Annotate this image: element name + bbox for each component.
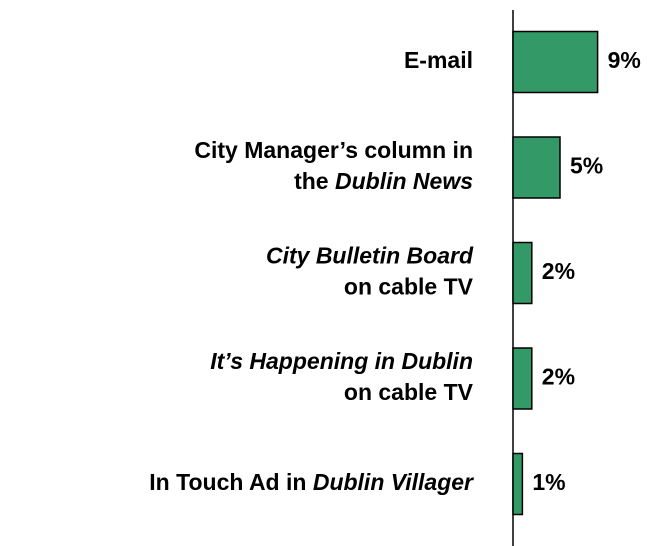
label-run: City Bulletin Board xyxy=(266,243,474,269)
label-run: on cable TV xyxy=(344,379,474,405)
category-label: E-mail xyxy=(404,47,473,73)
value-label: 5% xyxy=(570,153,603,179)
bar xyxy=(512,452,524,516)
label-run: E-mail xyxy=(404,47,473,73)
label-run: Dublin News xyxy=(335,168,473,194)
label-run: In Touch Ad in xyxy=(149,469,313,495)
category-label: City Manager’s column in xyxy=(194,137,473,163)
bar xyxy=(512,241,533,305)
label-run: on cable TV xyxy=(344,274,474,300)
label-run: Dublin Villager xyxy=(313,469,474,495)
value-label: 1% xyxy=(532,469,565,495)
bar xyxy=(512,30,599,94)
value-label: 9% xyxy=(608,47,641,73)
category-label: City Bulletin Board xyxy=(266,243,474,269)
bar xyxy=(512,347,533,410)
label-run: City Manager’s column in xyxy=(194,137,473,163)
category-label: In Touch Ad in Dublin Villager xyxy=(149,469,474,495)
value-label: 2% xyxy=(542,258,575,284)
label-run: the xyxy=(294,168,335,194)
bar xyxy=(512,136,561,199)
value-label: 2% xyxy=(542,364,575,390)
label-run: It’s Happening in Dublin xyxy=(210,348,473,374)
category-label: on cable TV xyxy=(344,379,474,405)
category-label: the Dublin News xyxy=(294,168,473,194)
category-label: on cable TV xyxy=(344,274,474,300)
category-label: It’s Happening in Dublin xyxy=(210,348,473,374)
